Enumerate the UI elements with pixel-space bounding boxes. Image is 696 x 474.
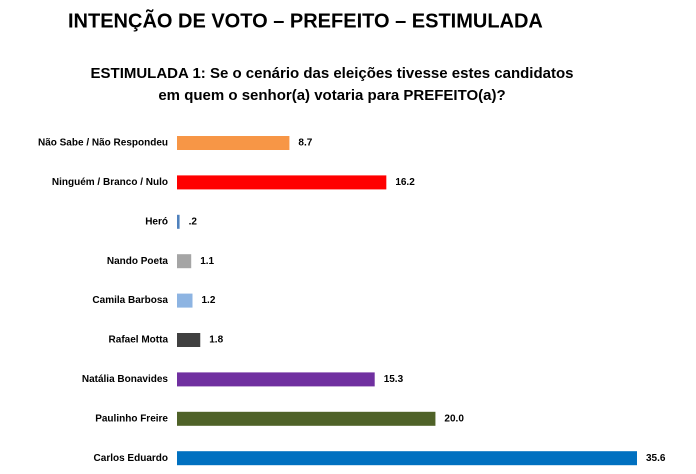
bar [177,451,637,466]
value-label: 20.0 [444,413,464,424]
value-label: 8.7 [298,138,312,149]
value-label: 1.1 [200,256,214,267]
category-label: Paulinho Freire [95,413,168,424]
bar [177,411,436,426]
chart-title: INTENÇÃO DE VOTO – PREFEITO – ESTIMULADA [68,9,543,32]
category-label: Não Sabe / Não Respondeu [38,138,168,149]
value-label: 15.3 [384,374,404,385]
category-label: Heró [145,216,168,227]
value-label: 1.2 [202,295,216,306]
value-label: 35.6 [646,453,666,464]
category-label: Rafael Motta [109,335,169,346]
category-label: Camila Barbosa [92,295,168,306]
chart-subtitle: ESTIMULADA 1: Se o cenário das eleições … [91,65,574,82]
value-label: .2 [189,216,198,227]
bar [177,136,290,150]
category-label: Carlos Eduardo [94,453,168,464]
chart-subtitle: em quem o senhor(a) votaria para PREFEIT… [158,87,505,104]
category-label: Nando Poeta [107,256,169,267]
bar [177,372,375,387]
category-label: Ninguém / Branco / Nulo [52,177,168,188]
bar [177,333,201,347]
bar [177,175,387,190]
bar [177,254,192,269]
bar [177,214,180,229]
value-label: 1.8 [209,335,223,346]
value-label: 16.2 [395,177,415,188]
bar [177,293,193,308]
category-label: Natália Bonavides [82,374,169,385]
